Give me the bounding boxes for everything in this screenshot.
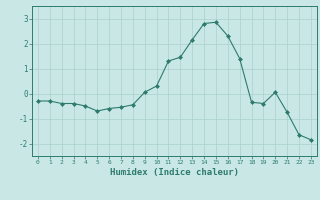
X-axis label: Humidex (Indice chaleur): Humidex (Indice chaleur)	[110, 168, 239, 177]
